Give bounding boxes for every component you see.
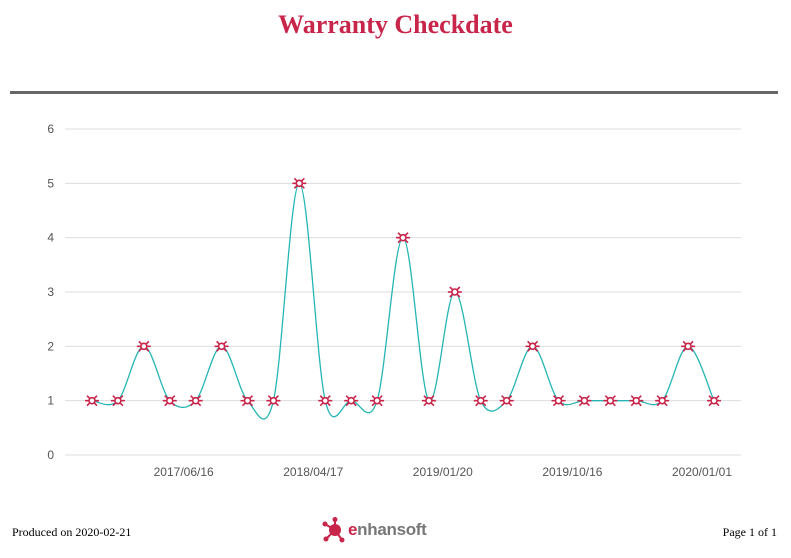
data-point-marker xyxy=(421,395,436,407)
line-chart: 0 1 2 3 4 5 6 2017/06/16 2018/04/17 2019/01/20 201… xyxy=(47,122,741,479)
data-point-marker xyxy=(370,395,385,407)
x-tick-label: 2019/10/16 xyxy=(542,465,602,479)
report-title: Warranty Checkdate xyxy=(278,10,513,39)
data-point-marker xyxy=(110,395,125,407)
data-point-marker xyxy=(577,395,592,407)
y-tick-label: 3 xyxy=(47,285,54,299)
y-tick-label: 5 xyxy=(47,176,54,190)
data-point-marker xyxy=(396,232,410,244)
y-tick-label: 4 xyxy=(47,231,54,245)
series-line xyxy=(91,182,715,420)
data-point-marker xyxy=(240,395,255,407)
y-tick-label: 6 xyxy=(47,122,54,136)
x-tick-label: 2020/01/01 xyxy=(672,465,732,479)
x-tick-label: 2017/06/16 xyxy=(154,465,214,479)
data-point-marker xyxy=(85,395,99,407)
data-point-marker xyxy=(447,286,462,298)
data-point-marker xyxy=(603,395,618,407)
data-point-marker xyxy=(629,395,644,407)
y-tick-label: 2 xyxy=(47,339,54,353)
produced-on-label: Produced on 2020-02-21 xyxy=(12,525,132,539)
data-point-marker xyxy=(136,340,151,352)
page-number-label: Page 1 of 1 xyxy=(722,525,777,539)
data-point-marker xyxy=(525,340,540,352)
data-point-marker xyxy=(707,395,721,407)
data-point-marker xyxy=(499,395,514,407)
data-point-marker xyxy=(344,395,359,407)
x-tick-label: 2019/01/20 xyxy=(413,465,473,479)
data-point-marker xyxy=(681,340,696,352)
data-point-marker xyxy=(188,395,203,407)
x-tick-label: 2018/04/17 xyxy=(283,465,343,479)
data-point-marker xyxy=(292,177,307,189)
data-point-marker xyxy=(162,395,177,407)
y-tick-label: 0 xyxy=(47,448,54,462)
title-divider xyxy=(10,91,778,94)
logo-wordmark: enhansoft xyxy=(348,520,427,539)
y-tick-label: 1 xyxy=(47,394,54,408)
data-point-marker xyxy=(318,395,333,407)
molecule-logo-icon xyxy=(322,517,345,543)
data-point-marker xyxy=(266,395,281,407)
enhansoft-logo: enhansoft xyxy=(322,516,427,544)
data-point-marker xyxy=(551,395,566,407)
data-point-marker xyxy=(214,340,229,352)
data-point-marker xyxy=(473,395,488,407)
data-point-marker xyxy=(655,395,670,407)
